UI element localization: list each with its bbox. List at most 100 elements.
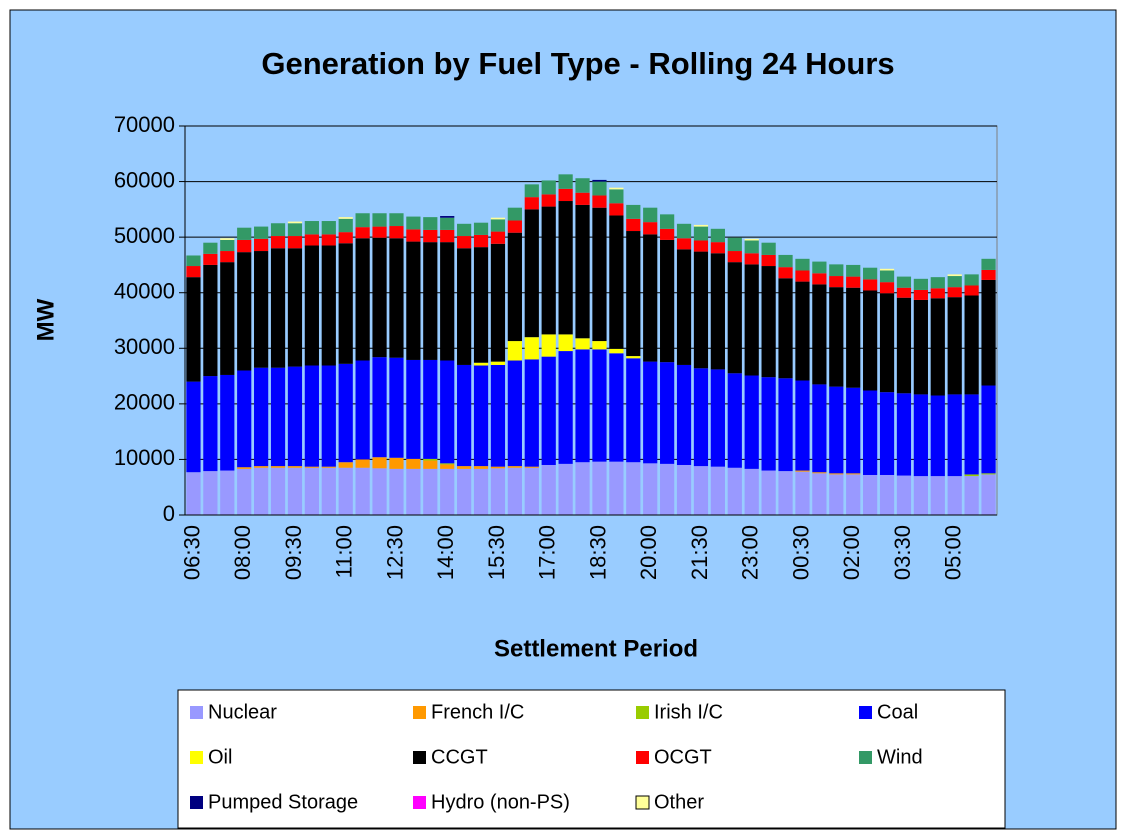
bar-segment	[863, 474, 878, 515]
bar-segment	[913, 289, 928, 300]
bar-segment	[423, 460, 438, 469]
bar-segment	[744, 264, 759, 376]
bar-segment	[626, 462, 641, 515]
bar-segment	[676, 238, 692, 250]
bar-segment	[338, 363, 353, 463]
bar-segment	[220, 238, 235, 240]
bar-segment	[321, 365, 336, 467]
bar-segment	[744, 240, 759, 254]
legend-swatch	[635, 795, 650, 810]
bar-segment	[338, 217, 353, 219]
bar-segment	[947, 297, 962, 395]
bar-segment	[643, 222, 658, 235]
bar-segment	[660, 239, 675, 363]
bar-segment	[389, 238, 404, 358]
bar-segment	[846, 264, 861, 277]
bar-segment	[220, 470, 235, 515]
bar-segment	[846, 287, 861, 388]
bar-segment	[947, 274, 962, 277]
bar-segment	[507, 466, 522, 468]
bar-segment	[558, 463, 573, 515]
bar-segment	[575, 204, 590, 339]
bar-segment	[473, 365, 489, 467]
y-tick-label: 70000	[114, 112, 175, 137]
bar-segment	[879, 282, 895, 294]
y-tick-label: 10000	[114, 445, 175, 470]
bar-segment	[287, 248, 303, 367]
bar-segment	[186, 381, 201, 473]
bar-segment	[643, 234, 658, 362]
bar-segment	[592, 349, 607, 462]
bar-segment	[203, 253, 218, 265]
bar-segment	[355, 227, 370, 239]
bar-segment	[660, 214, 675, 229]
x-tick-label: 05:00	[941, 525, 966, 580]
bar-segment	[524, 184, 539, 198]
bar-segment	[609, 353, 624, 462]
bar-segment	[321, 245, 336, 366]
bar-segment	[440, 464, 455, 469]
bar-segment	[220, 262, 235, 375]
bar-segment	[355, 238, 370, 361]
bar-segment	[660, 228, 675, 240]
bar-segment	[863, 267, 878, 280]
bar-segment	[423, 359, 438, 459]
x-tick-label: 00:30	[788, 525, 813, 580]
bar-segment	[203, 376, 218, 472]
bar-segment	[389, 457, 404, 469]
bar-segment	[473, 362, 489, 366]
bar-segment	[744, 468, 759, 515]
bar-segment	[558, 188, 573, 202]
legend-label: Other	[654, 791, 704, 813]
bar-segment	[254, 367, 269, 467]
bar-segment	[406, 468, 421, 515]
x-tick-label: 21:30	[687, 525, 712, 580]
bar-segment	[490, 219, 506, 232]
legend-swatch	[190, 706, 203, 719]
bar-segment	[423, 229, 438, 243]
bar-segment	[795, 471, 810, 515]
bar-segment	[795, 258, 810, 271]
bar-segment	[829, 264, 844, 277]
bar-segment	[710, 369, 725, 467]
bar-segment	[406, 216, 421, 230]
bar-segment	[507, 232, 522, 342]
bar-segment	[541, 334, 556, 357]
bar-segment	[372, 226, 387, 238]
bar-segment	[287, 366, 303, 467]
bar-segment	[744, 253, 759, 265]
bar-segment	[727, 467, 742, 515]
bar-segment	[186, 472, 201, 515]
bar-segment	[981, 279, 996, 386]
bar-segment	[541, 180, 556, 195]
bar-segment	[846, 474, 861, 515]
bar-segment	[744, 375, 759, 469]
bar-segment	[440, 229, 455, 243]
bar-segment	[524, 466, 539, 468]
bar-segment	[321, 234, 336, 246]
bar-segment	[473, 466, 489, 469]
legend-swatch	[413, 706, 426, 719]
legend-label: Coal	[877, 701, 918, 723]
bar-segment	[389, 226, 404, 239]
bar-segment	[812, 261, 827, 274]
bar-segment	[778, 378, 793, 472]
bar-segment	[237, 239, 252, 253]
x-tick-label: 08:00	[230, 525, 255, 580]
x-tick-label: 12:30	[382, 525, 407, 580]
bar-segment	[964, 285, 979, 296]
bar-segment	[778, 471, 793, 515]
bar-segment	[507, 360, 522, 467]
y-tick-label: 30000	[114, 334, 175, 359]
bar-segment	[287, 236, 303, 249]
bar-segment	[676, 249, 692, 365]
bar-segment	[457, 466, 472, 469]
bar-segment	[372, 468, 387, 515]
bar-segment	[727, 251, 742, 263]
bar-segment	[440, 463, 455, 465]
bar-segment	[541, 356, 556, 465]
bar-segment	[879, 270, 895, 283]
bar-segment	[355, 467, 370, 515]
bar-segment	[507, 467, 522, 515]
bar-segment	[592, 341, 607, 350]
